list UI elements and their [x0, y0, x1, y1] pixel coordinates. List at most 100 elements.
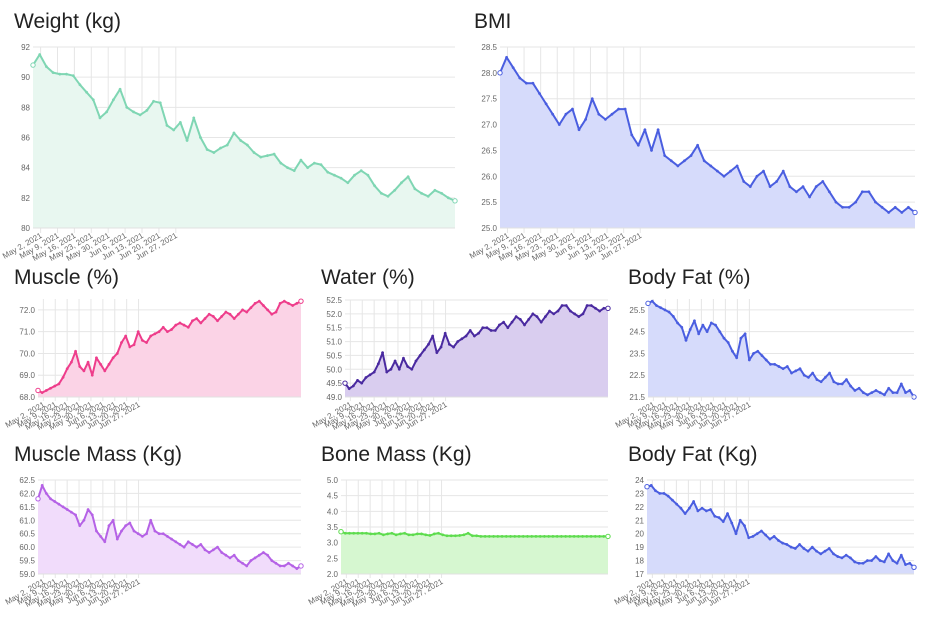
data-point — [908, 389, 912, 392]
data-point — [53, 384, 57, 388]
data-point — [239, 139, 243, 142]
data-point — [120, 341, 123, 345]
y-tick-label: 17 — [635, 570, 644, 579]
data-point — [526, 534, 529, 538]
data-point — [687, 506, 691, 510]
data-point — [441, 533, 445, 537]
y-tick-label: 25.0 — [481, 224, 497, 233]
data-point — [597, 112, 601, 116]
data-point — [178, 321, 182, 325]
data-point — [700, 506, 704, 510]
y-tick-label: 21.5 — [629, 393, 645, 402]
data-point — [823, 549, 827, 553]
data-point — [420, 532, 423, 536]
data-point — [157, 330, 161, 334]
data-point — [191, 543, 194, 546]
data-point — [270, 312, 274, 316]
data-point — [427, 342, 430, 346]
data-point — [241, 561, 245, 565]
data-point — [730, 521, 734, 525]
data-point — [751, 534, 755, 538]
data-point — [906, 205, 910, 209]
data-point — [857, 561, 861, 565]
data-point — [527, 317, 531, 321]
data-point — [236, 312, 240, 316]
data-point — [65, 508, 69, 511]
data-point — [524, 81, 528, 85]
data-point — [249, 306, 253, 310]
data-point — [447, 342, 451, 346]
data-point — [789, 545, 793, 549]
data-point — [292, 169, 296, 173]
data-point — [332, 173, 336, 177]
data-point — [887, 552, 891, 556]
data-point — [552, 312, 556, 316]
data-point — [832, 380, 836, 384]
data-point — [356, 531, 360, 535]
data-point — [821, 180, 825, 183]
data-point — [347, 387, 351, 391]
data-point — [878, 391, 882, 395]
data-point — [460, 337, 464, 341]
data-point — [497, 70, 503, 76]
data-point — [274, 561, 278, 565]
y-tick-label: 5.0 — [327, 476, 339, 485]
y-tick-label: 21 — [635, 516, 644, 525]
data-point — [899, 382, 903, 386]
data-point — [764, 358, 768, 362]
data-point — [132, 529, 136, 533]
data-point — [410, 367, 414, 371]
y-tick-label: 24.5 — [629, 328, 645, 337]
data-point — [40, 391, 44, 395]
data-point — [702, 159, 706, 163]
data-point — [128, 521, 132, 525]
data-point — [98, 116, 102, 120]
data-point — [714, 323, 718, 327]
data-point — [220, 314, 224, 318]
data-point — [722, 336, 726, 340]
data-point — [373, 184, 377, 188]
data-point — [768, 537, 772, 541]
data-point — [69, 360, 73, 364]
data-point — [585, 534, 589, 538]
data-point — [589, 304, 593, 307]
data-point — [65, 367, 69, 371]
data-point — [475, 534, 479, 538]
y-tick-label: 70.0 — [19, 349, 35, 358]
data-point — [585, 304, 589, 307]
data-point — [224, 553, 228, 557]
data-point — [219, 146, 223, 150]
data-point — [394, 533, 398, 537]
data-point — [738, 518, 742, 522]
data-point — [523, 323, 526, 327]
y-tick-label: 60.5 — [19, 530, 35, 539]
data-point — [726, 341, 730, 345]
data-point — [353, 173, 356, 177]
y-tick-label: 27.0 — [481, 121, 497, 130]
data-point — [420, 191, 423, 195]
data-point — [111, 98, 115, 102]
data-point — [386, 532, 390, 536]
data-point — [571, 107, 574, 111]
data-point — [908, 561, 912, 565]
y-tick-label: 18 — [635, 557, 644, 566]
data-point — [145, 341, 148, 345]
data-point — [656, 128, 660, 132]
y-tick-label: 62.5 — [19, 476, 35, 485]
data-point — [734, 532, 738, 536]
data-point — [861, 561, 865, 565]
data-point — [577, 128, 581, 132]
data-point — [470, 534, 474, 538]
data-point — [298, 298, 304, 304]
series-line — [32, 53, 456, 202]
data-point — [111, 356, 115, 360]
data-point — [530, 534, 534, 538]
data-point — [128, 345, 132, 349]
data-point — [747, 358, 751, 362]
y-tick-label: 86 — [21, 134, 30, 143]
chart-panel-weight: Weight (kg) 80 82 84 86 88 90 92 May 2, 2021 May… — [0, 0, 470, 263]
data-point — [437, 531, 440, 535]
data-point — [356, 378, 359, 382]
data-point — [481, 326, 485, 330]
